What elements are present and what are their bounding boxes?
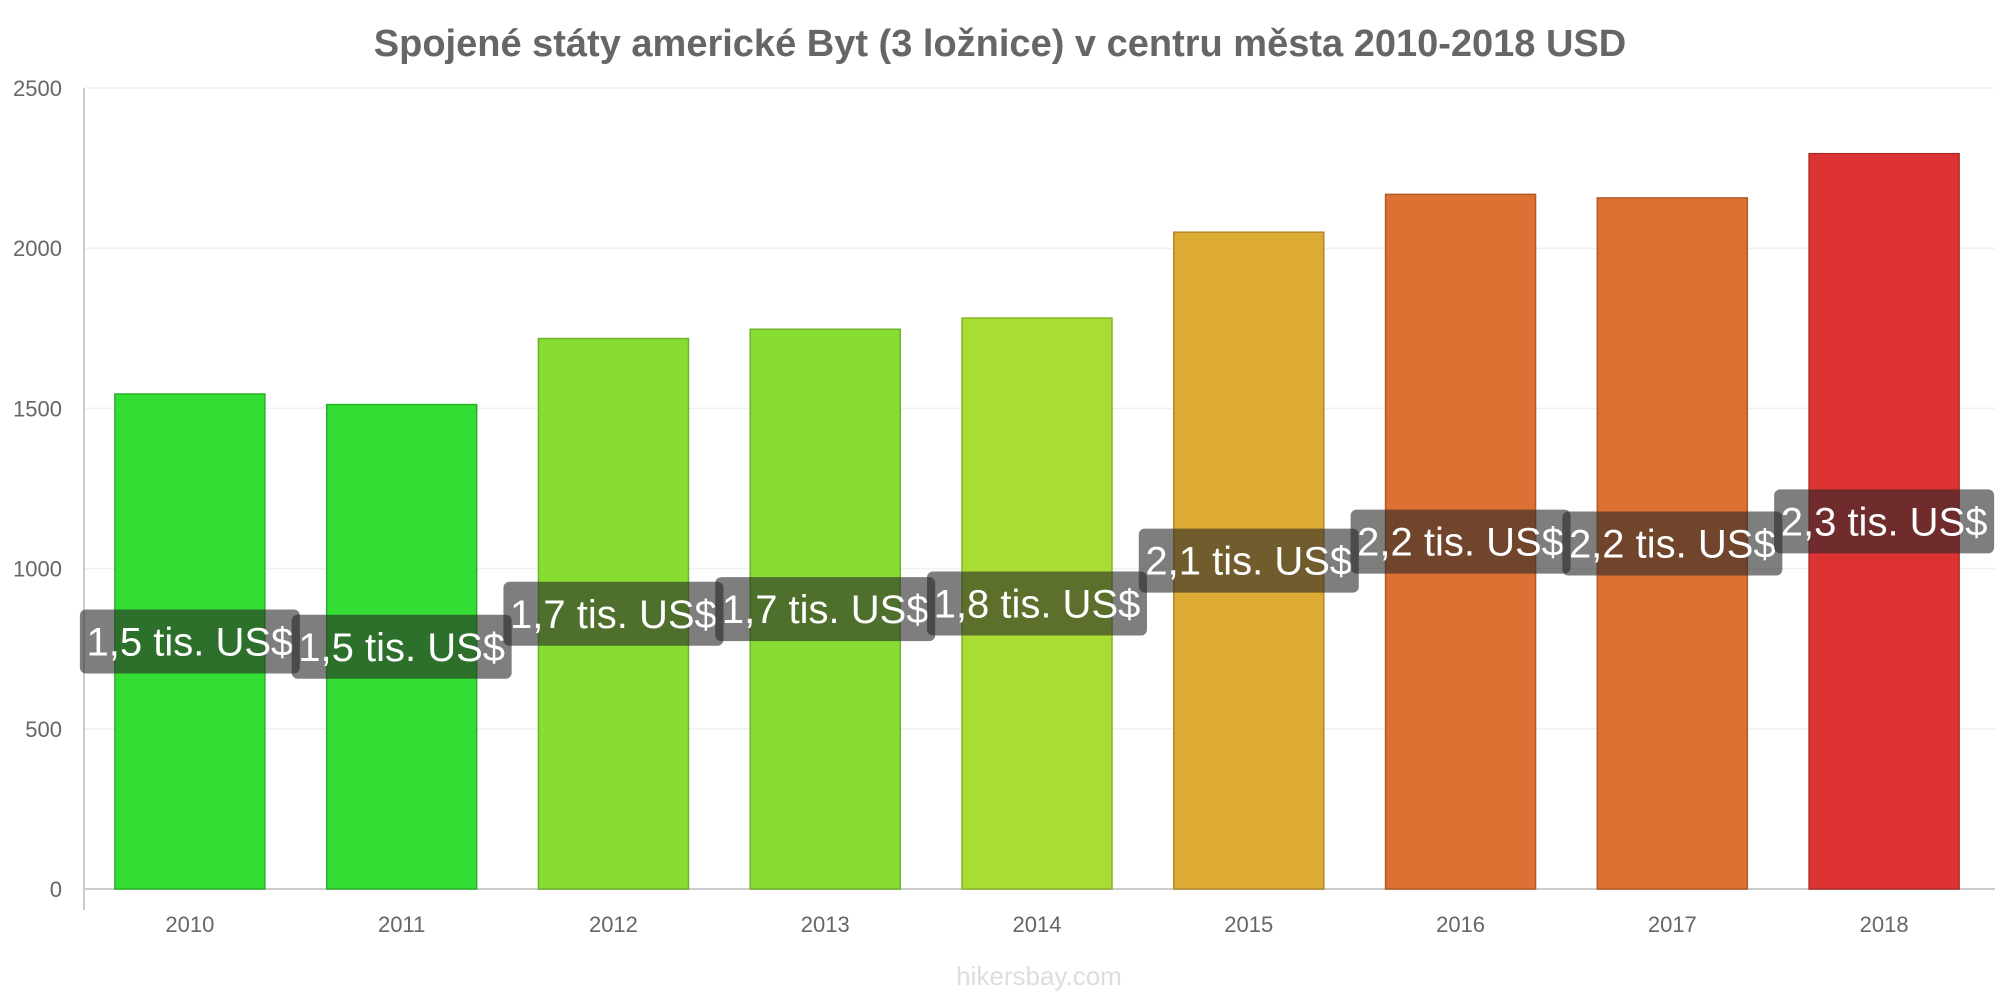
data-label-text: 2,2 tis. US$ xyxy=(1357,521,1564,565)
chart-title: Spojené státy americké Byt (3 ložnice) v… xyxy=(374,23,1626,65)
data-label-text: 1,7 tis. US$ xyxy=(722,588,929,632)
watermark: hikersbay.com xyxy=(956,961,1122,991)
data-label: 2,2 tis. US$ xyxy=(1562,511,1783,576)
x-tick-label: 2017 xyxy=(1648,912,1697,937)
data-label-text: 2,3 tis. US$ xyxy=(1781,500,1988,544)
y-tick-label: 2500 xyxy=(13,76,62,101)
data-label-text: 1,8 tis. US$ xyxy=(934,583,1141,627)
data-label-box xyxy=(1562,511,1783,576)
x-tick-label: 2014 xyxy=(1013,912,1062,937)
data-label-text: 2,1 tis. US$ xyxy=(1145,540,1352,584)
data-label-text: 2,2 tis. US$ xyxy=(1569,522,1776,566)
data-label-box xyxy=(1774,489,1995,554)
x-tick-label: 2010 xyxy=(165,912,214,937)
data-label: 1,7 tis. US$ xyxy=(715,577,936,642)
x-tick-label: 2015 xyxy=(1224,912,1273,937)
data-label: 1,5 tis. US$ xyxy=(291,614,512,679)
data-label-box xyxy=(503,581,724,646)
data-label: 1,8 tis. US$ xyxy=(927,571,1147,636)
y-tick-label: 1000 xyxy=(13,557,62,582)
x-tick-label: 2013 xyxy=(801,912,850,937)
data-label: 2,3 tis. US$ xyxy=(1774,489,1995,554)
data-label-box xyxy=(1350,509,1571,574)
data-label: 2,1 tis. US$ xyxy=(1138,528,1359,593)
data-label: 2,2 tis. US$ xyxy=(1350,509,1571,574)
y-tick-label: 500 xyxy=(25,717,62,742)
data-label: 1,7 tis. US$ xyxy=(503,581,724,646)
y-tick-label: 1500 xyxy=(13,396,62,421)
data-label-box xyxy=(1138,528,1359,593)
x-tick-label: 2011 xyxy=(378,912,425,937)
x-tick-label: 2016 xyxy=(1436,912,1485,937)
data-label: 1,5 tis. US$ xyxy=(79,609,300,674)
data-label-box xyxy=(291,614,512,679)
x-axis-ticks: 2010 2011 2012 2013 2014 2015 2016 2017 2018 xyxy=(165,912,1908,937)
x-tick-label: 2018 xyxy=(1860,912,1909,937)
data-label-text: 1,5 tis. US$ xyxy=(87,620,294,664)
data-label-box xyxy=(79,609,300,674)
data-label-box xyxy=(927,571,1147,636)
data-label-box xyxy=(715,577,936,642)
data-label-text: 1,7 tis. US$ xyxy=(510,593,717,637)
data-labels: 1,5 tis. US$ 1,5 tis. US$1,7 tis. US$ 1,7 … xyxy=(79,489,1995,679)
y-tick-label: 0 xyxy=(50,877,62,902)
x-tick-label: 2012 xyxy=(589,912,638,937)
y-axis-ticks: 0 500 1000 1500 2000 2500 xyxy=(13,76,62,902)
data-label-text: 1,5 tis. US$ xyxy=(298,626,505,670)
y-tick-label: 2000 xyxy=(13,236,62,261)
